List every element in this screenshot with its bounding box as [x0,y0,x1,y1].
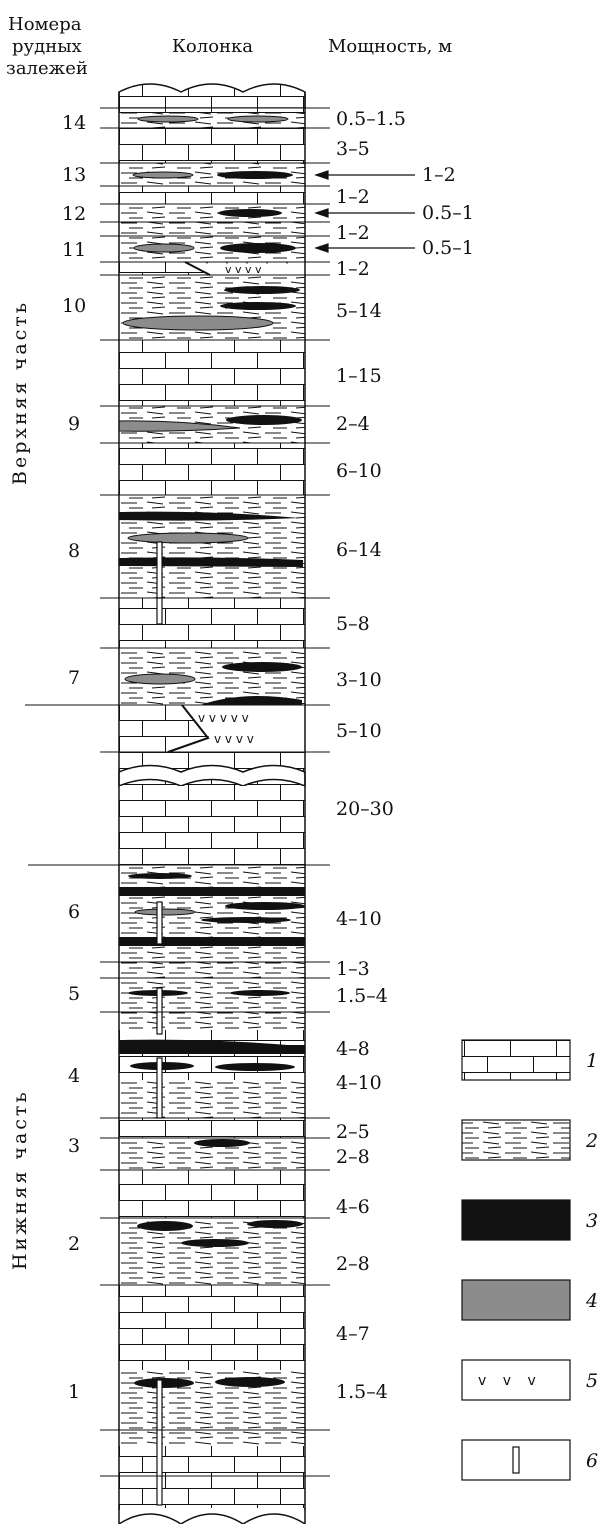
thickness-value: 5–8 [336,613,370,635]
legend-item-borehole: 6 [461,1439,598,1481]
thickness-value: 1.5–4 [336,985,388,1007]
thickness-value: 4–10 [336,908,382,930]
legend-item-grey-ore: 4 [461,1279,598,1321]
deposit-number: 12 [62,203,86,225]
svg-text:v v v v: v v v v [225,263,262,276]
thickness-value: 3–10 [336,669,382,691]
thickness-value: 4–6 [336,1196,370,1218]
header-deposits-line3: залежей [6,58,88,79]
deposit-number: 9 [68,413,80,435]
deposit-number: 2 [68,1233,80,1255]
thickness-value: 4–10 [336,1072,382,1094]
layer-boundaries [25,107,330,1477]
lithology-column: v v v v v v v v v v v v v [118,83,306,1524]
legend-number: 6 [586,1450,598,1472]
header-deposits-line1: Номера [8,14,82,35]
svg-text:v v v v: v v v v [214,732,254,746]
thickness-value: 6–14 [336,539,382,561]
thickness-value: 6–10 [336,460,382,482]
svg-text:v v v v v: v v v v v [198,711,249,725]
deposit-number: 7 [68,667,80,689]
deposit-number: 5 [68,983,80,1005]
header-column: Колонка [172,36,253,57]
legend-item-black-ore: 3 [461,1199,598,1241]
thickness-value: 3–5 [336,138,370,160]
thickness-value: 1–2 [336,258,370,280]
thickness-value: 2–4 [336,413,370,435]
legend-item-shale: 2 [461,1119,598,1161]
deposit-number: 6 [68,901,80,923]
legend: 1 2 3 4 v v v 5 6 [461,1039,598,1481]
thickness-value: 1–2 [422,164,456,186]
thickness-value: 1–3 [336,958,370,980]
legend-item-limestone: 1 [461,1039,598,1081]
thickness-value: 0.5–1 [422,237,474,259]
header-deposits-line2: рудных [12,36,82,57]
thickness-value: 5–14 [336,300,382,322]
deposit-number: 4 [68,1065,80,1087]
thickness-value: 0.5–1.5 [336,108,406,130]
thickness-value: 1–15 [336,365,382,387]
thickness-value: 1–2 [336,222,370,244]
deposit-number: 13 [62,164,86,186]
legend-number: 2 [585,1130,598,1152]
header-thickness: Мощность, м [328,36,452,57]
thickness-value: 2–8 [336,1146,370,1168]
thickness-value: 5–10 [336,720,382,742]
thickness-value: 4–8 [336,1038,370,1060]
thickness-value: 1.5–4 [336,1381,388,1403]
thickness-value: 1–2 [336,186,370,208]
legend-number: 1 [586,1050,598,1072]
deposit-numbers: 14 13 12 11 10 9 8 7 6 5 4 3 2 1 [62,112,86,1403]
upper-part-label: Верхняя часть [9,300,31,485]
thickness-value: 4–7 [336,1323,370,1345]
deposit-number: 8 [68,540,80,562]
legend-number: 3 [586,1210,598,1232]
legend-number: 4 [585,1290,598,1312]
deposit-number: 10 [62,295,86,317]
thickness-value: 20–30 [336,798,394,820]
thickness-arrows [314,170,415,253]
thickness-values: 0.5–1.5 3–5 1–2 1–2 0.5–1 1–2 0.5–1 1–2 … [336,108,474,1403]
deposit-number: 14 [62,112,86,134]
thickness-value: 0.5–1 [422,202,474,224]
deposit-number: 1 [68,1381,80,1403]
deposit-number: 11 [62,239,86,261]
deposit-number: 3 [68,1135,80,1157]
lower-part-label: Нижняя часть [9,1089,31,1270]
thickness-value: 2–8 [336,1253,370,1275]
thickness-value: 2–5 [336,1121,370,1143]
legend-number: 5 [586,1370,598,1392]
svg-text:v v v: v v v [478,1373,542,1389]
legend-item-volcanic: v v v 5 [461,1359,598,1401]
